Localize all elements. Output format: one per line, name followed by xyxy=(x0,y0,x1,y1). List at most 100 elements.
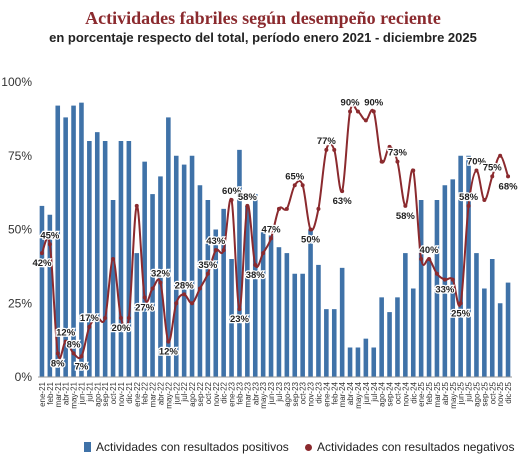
positive-bar xyxy=(276,247,282,377)
chart-subtitle: en porcentaje respecto del total, períod… xyxy=(49,30,477,45)
x-tick-label: ene-24 xyxy=(322,381,331,406)
y-axis-ticks: 0% 25% 50% 75% 100% xyxy=(1,75,32,384)
positive-bar xyxy=(324,309,329,377)
negative-point xyxy=(79,354,84,359)
x-tick-label: feb-25 xyxy=(425,381,434,404)
data-label: 58% xyxy=(396,211,416,222)
data-label: 45% xyxy=(40,230,60,241)
negative-point xyxy=(363,118,368,123)
negative-point xyxy=(284,206,289,211)
positive-bar xyxy=(245,205,250,377)
negative-point xyxy=(245,203,250,208)
negative-point xyxy=(142,295,147,300)
x-tick-label: ago-25 xyxy=(472,381,481,406)
x-tick-label: mar-24 xyxy=(338,381,347,407)
negative-point xyxy=(253,262,258,267)
positive-bar xyxy=(308,229,313,377)
legend-swatch-positive xyxy=(84,442,91,452)
x-tick-label: oct-22 xyxy=(204,381,213,404)
x-tick-label: feb-23 xyxy=(235,381,244,404)
x-tick-label: sep-21 xyxy=(101,381,110,406)
negative-point xyxy=(276,206,281,211)
legend-item-negative: Actividades con resultados negativos xyxy=(305,440,514,454)
x-tick-label: may-23 xyxy=(259,381,268,408)
negative-point xyxy=(174,301,179,306)
x-tick-label: oct-23 xyxy=(299,381,308,404)
x-tick-label: mar-25 xyxy=(433,381,442,407)
negative-point xyxy=(205,271,210,276)
negative-point xyxy=(466,203,471,208)
positive-bar xyxy=(79,102,84,378)
data-label: 70% xyxy=(467,157,487,168)
positive-bar xyxy=(260,229,266,377)
positive-bar xyxy=(331,309,337,377)
data-label: 73% xyxy=(388,148,408,159)
data-label: 90% xyxy=(364,98,384,109)
positive-bar xyxy=(371,347,377,377)
x-tick-label: ago-23 xyxy=(283,381,292,406)
data-label: 7% xyxy=(75,361,89,372)
positive-bar xyxy=(497,303,503,377)
negative-point xyxy=(150,286,155,291)
x-tick-label: jun-23 xyxy=(267,381,276,405)
chart-title: Actividades fabriles según desempeño rec… xyxy=(85,8,441,28)
negative-point xyxy=(111,257,116,261)
positive-bar xyxy=(47,214,53,377)
positive-bar xyxy=(166,117,171,378)
x-tick-label: dic-25 xyxy=(504,381,513,403)
negative-point xyxy=(166,339,171,344)
data-label: 60% xyxy=(222,186,242,197)
negative-point xyxy=(39,251,44,256)
data-label: 63% xyxy=(333,196,353,207)
positive-bar xyxy=(94,132,100,377)
x-tick-label: nov-21 xyxy=(117,381,126,406)
data-label: 33% xyxy=(435,285,455,296)
data-label: 58% xyxy=(459,192,479,203)
negative-point xyxy=(71,351,76,356)
negative-point xyxy=(332,147,337,152)
positive-bar xyxy=(181,164,187,377)
x-tick-label: may-21 xyxy=(70,381,79,408)
negative-point xyxy=(134,203,139,208)
negative-point xyxy=(340,189,345,194)
negative-point xyxy=(450,277,455,282)
data-label: 43% xyxy=(206,236,226,247)
data-label: 32% xyxy=(151,269,171,280)
y-tick-label: 0% xyxy=(15,370,33,384)
positive-bar xyxy=(387,312,392,377)
negative-point xyxy=(118,316,123,320)
positive-bar xyxy=(158,176,163,377)
x-tick-label: jul-24 xyxy=(370,381,379,402)
x-tick-label: ene-25 xyxy=(417,381,426,406)
x-tick-label: sep-22 xyxy=(196,381,205,406)
positive-bar xyxy=(474,253,479,377)
x-tick-label: nov-22 xyxy=(212,381,221,406)
positive-bar xyxy=(213,229,219,377)
positive-bar xyxy=(395,297,400,377)
negative-point xyxy=(63,339,68,344)
x-tick-label: feb-24 xyxy=(330,381,339,404)
x-tick-label: jun-24 xyxy=(362,381,371,405)
x-tick-label: abr-25 xyxy=(441,381,450,405)
positive-bar xyxy=(102,141,108,377)
positive-bar xyxy=(458,155,463,377)
negative-point xyxy=(308,227,313,232)
negative-point xyxy=(348,109,353,114)
negative-point xyxy=(474,168,479,173)
x-tick-label: sep-25 xyxy=(480,381,489,406)
y-tick-label: 100% xyxy=(1,75,32,89)
x-tick-label: oct-21 xyxy=(109,381,118,404)
x-tick-label: abr-24 xyxy=(346,381,355,405)
x-tick-label: jul-21 xyxy=(85,381,94,402)
positive-bar xyxy=(252,194,258,377)
x-tick-label: jul-25 xyxy=(465,381,474,402)
data-label: 20% xyxy=(111,323,131,334)
data-label: 8% xyxy=(67,339,81,350)
negative-point xyxy=(269,236,274,241)
positive-bar xyxy=(355,347,361,377)
x-tick-label: abr-23 xyxy=(251,381,260,405)
data-label: 12% xyxy=(56,328,76,339)
x-tick-label: ago-22 xyxy=(188,381,197,406)
positive-bar xyxy=(110,200,116,377)
data-label: 75% xyxy=(483,162,503,173)
